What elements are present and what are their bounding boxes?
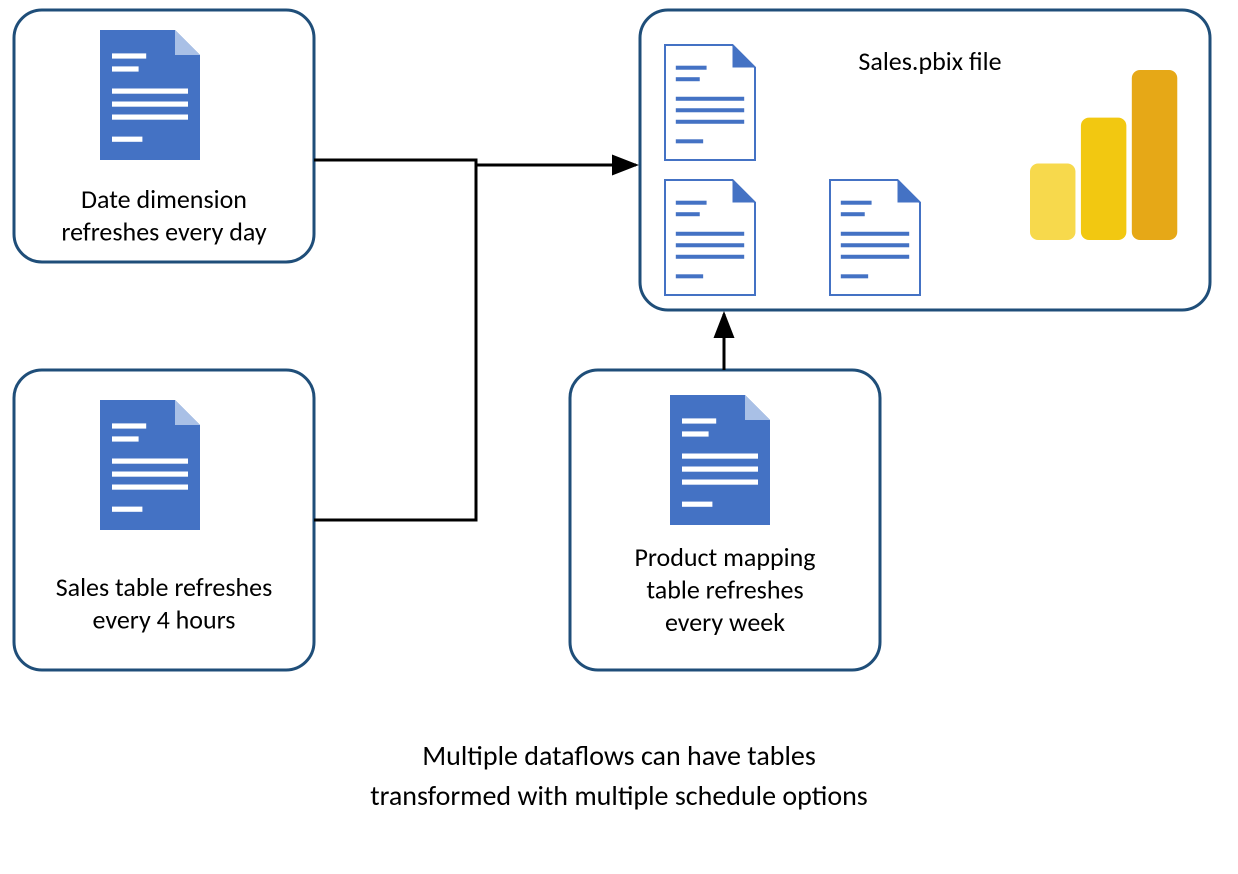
outline-doc-icon-2 xyxy=(830,180,920,295)
node-date-label: Date dimensionrefreshes every day xyxy=(61,183,267,248)
caption-line-0: Multiple dataflows can have tables xyxy=(422,738,816,773)
node-product-label-line-1: table refreshes xyxy=(646,574,803,606)
solid-doc-icon-2 xyxy=(670,395,770,525)
outline-doc-icon-1 xyxy=(665,180,755,295)
node-sales-label-line-0: Sales table refreshes xyxy=(56,571,273,603)
node-pbix-title: Sales.pbix file xyxy=(858,45,1001,77)
node-sales-label-line-1: every 4 hours xyxy=(93,604,236,636)
caption: Multiple dataflows can have tables transf… xyxy=(370,738,868,813)
arrow-1 xyxy=(314,160,476,520)
node-product-label-line-2: every week xyxy=(665,606,785,638)
caption-line-1: transformed with multiple schedule optio… xyxy=(370,778,868,813)
node-date-label-line-1: refreshes every day xyxy=(61,216,267,248)
outline-doc-icon-0 xyxy=(665,45,755,160)
solid-doc-icon-0 xyxy=(100,30,200,160)
node-product-label-line-0: Product mapping xyxy=(634,541,815,573)
node-date-label-line-0: Date dimension xyxy=(81,183,247,215)
solid-doc-icon-1 xyxy=(100,400,200,530)
